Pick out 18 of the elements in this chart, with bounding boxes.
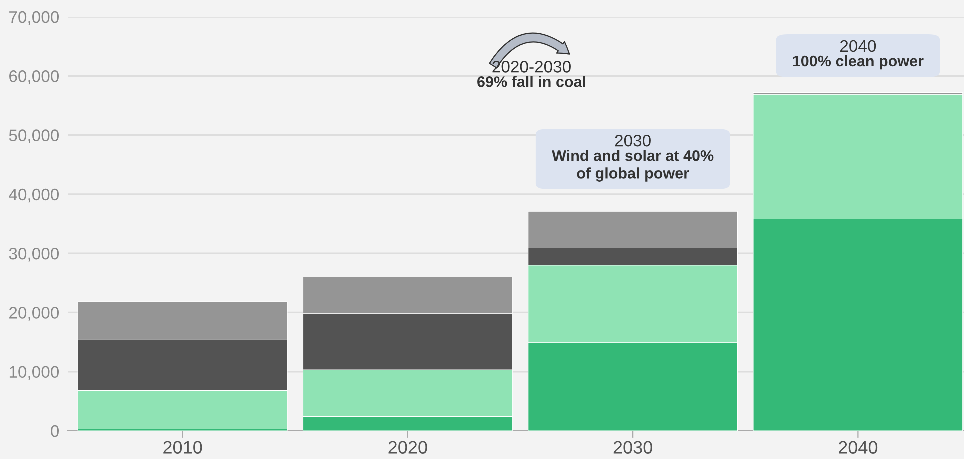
y-tick-label: 20,000 — [10, 307, 60, 321]
annotation: 2040 — [840, 40, 876, 52]
y-tick-label: 60,000 — [10, 70, 60, 84]
x-tick-label: 2020 — [388, 441, 428, 454]
x-tick-label: 2040 — [839, 441, 878, 454]
y-tick-label: 30,000 — [9, 248, 60, 262]
annotation: 69% fall in coal — [478, 76, 586, 88]
y-tick-label: 70,000 — [10, 11, 60, 26]
annotation: 2030 — [615, 134, 651, 147]
annotation: 2020-2030 — [492, 61, 571, 73]
x-tick-label: 2010 — [164, 441, 202, 454]
annotation: Wind and solar at 40% of global power — [552, 150, 714, 182]
y-tick-label: 0 — [51, 425, 60, 438]
x-tick-label: 2030 — [614, 441, 652, 454]
annotation: 100% clean power — [793, 55, 924, 70]
y-tick-label: 40,000 — [9, 188, 60, 203]
y-tick-label: 10,000 — [10, 366, 60, 380]
y-tick-label: 50,000 — [9, 130, 60, 144]
